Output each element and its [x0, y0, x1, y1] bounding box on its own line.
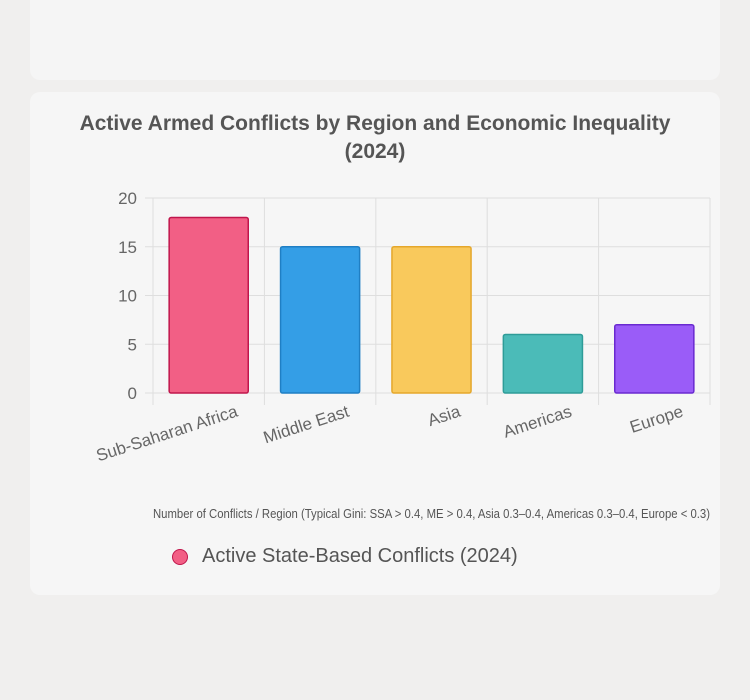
bar-sub-saharan-africa [168, 216, 249, 394]
y-tick-label: 10 [118, 287, 137, 306]
bar-middle-east [279, 246, 361, 394]
top-card [30, 0, 720, 80]
legend-swatch [172, 548, 188, 565]
y-tick-label: 5 [128, 335, 137, 354]
x-tick-label: Sub-Saharan Africa [94, 402, 241, 466]
chart-card [30, 92, 720, 595]
bar-asia [391, 246, 472, 394]
bar-europe [614, 324, 695, 394]
x-tick-label: Europe [628, 402, 686, 437]
x-tick-label: Middle East [261, 402, 352, 448]
x-axis-title: Number of Conflicts / Region (Typical Gi… [153, 507, 710, 521]
y-tick-label: 20 [118, 189, 137, 208]
chart-title: Active Armed Conflicts by Region and Eco… [79, 112, 671, 135]
bar-americas [502, 333, 584, 394]
y-tick-label: 0 [128, 384, 137, 403]
legend-label: Active State-Based Conflicts (2024) [202, 545, 518, 567]
y-tick-label: 15 [118, 238, 137, 257]
chart-title-year: (2024) [344, 140, 406, 163]
x-tick-label: Asia [425, 402, 463, 430]
x-tick-label: Americas [501, 402, 574, 442]
legend[interactable]: Active State-Based Conflicts (2024) [172, 545, 518, 568]
